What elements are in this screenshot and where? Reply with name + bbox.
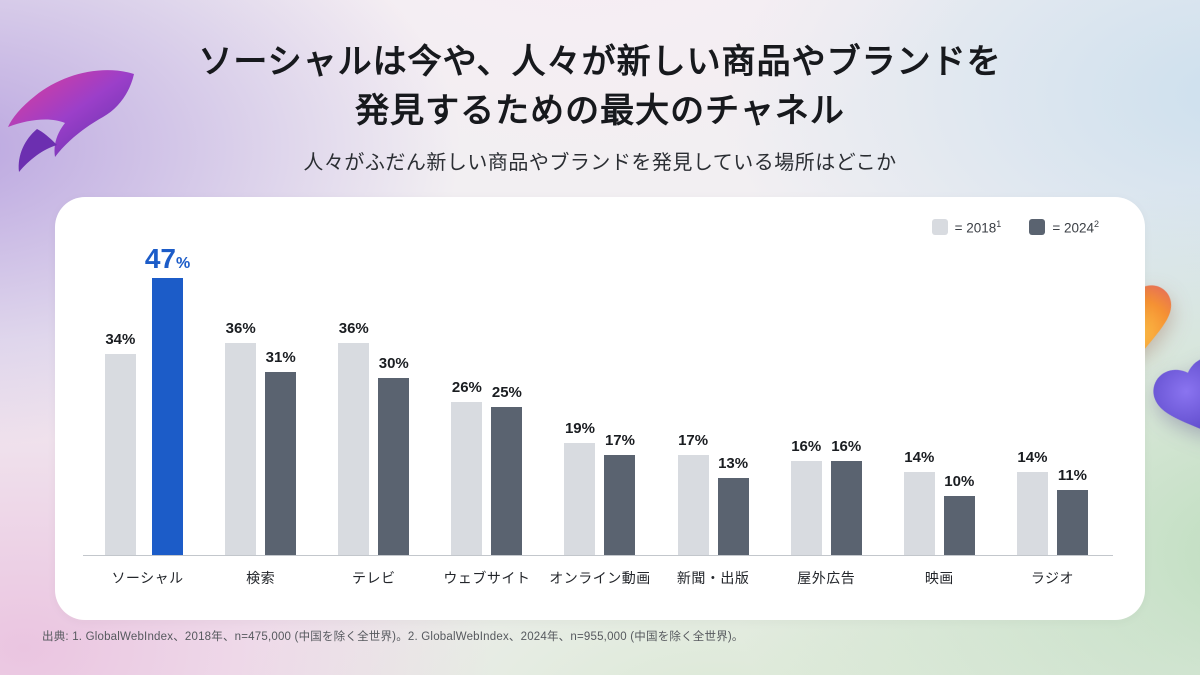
heart-icon: [1153, 357, 1200, 433]
bar-value-2024: 17%: [604, 432, 635, 449]
bar-value-2024: 13%: [718, 455, 749, 472]
bar-2018: [790, 461, 822, 555]
category-label-4: ウェブサイト: [443, 570, 531, 586]
bar-2024: [378, 378, 410, 555]
bar-value-2018: 16%: [791, 438, 822, 455]
bar-group-3: 36% 30%: [317, 320, 430, 555]
bar-2024: [152, 278, 184, 555]
bar-2024: [604, 455, 636, 555]
bar-2018: [451, 402, 483, 555]
bar-group-7: 16% 16%: [770, 438, 883, 555]
page-subtitle: 人々がふだん新しい商品やブランドを発見している場所はどこか: [303, 151, 897, 174]
bar-value-2018: 36%: [338, 320, 369, 337]
bar-group-8: 14% 10%: [883, 449, 996, 555]
category-label-8: 映画: [924, 570, 954, 586]
bar-2018: [564, 443, 596, 555]
bar-value-2018: 36%: [225, 320, 256, 337]
bar-group-4: 26% 25%: [430, 379, 543, 555]
bar-2018: [104, 354, 136, 555]
bar-2024: [491, 407, 523, 555]
category-label-9: ラジオ: [1030, 570, 1075, 586]
bar-2024: [943, 496, 975, 555]
page-title: ソーシャルは今や、人々が新しい商品やブランドを 発見するための最大のチャネル: [0, 38, 1200, 137]
chart-card: = 20181 = 20242 34% 47% 36% 31% 36% 30% 26% 25%…: [55, 197, 1145, 620]
bar-group-9: 14% 11%: [996, 449, 1109, 555]
bar-2018: [677, 455, 709, 555]
legend-label-2024: = 20242: [1052, 219, 1099, 236]
category-label-7: 屋外広告: [797, 570, 856, 586]
page-title-line1: ソーシャルは今や、人々が新しい商品やブランドを: [198, 43, 1002, 81]
bar-group-2: 36% 31%: [204, 320, 317, 555]
bar-value-2024: 10%: [944, 473, 975, 490]
legend-label-2018: = 20181: [954, 219, 1002, 236]
bar-value-2018: 14%: [904, 449, 935, 466]
category-label-1: ソーシャル: [111, 570, 184, 586]
bar-2018: [903, 472, 935, 555]
bar-2018: [225, 343, 257, 555]
bar-value-2024: 47%: [144, 243, 191, 274]
page-title-line2: 発見するための最大のチャネル: [355, 92, 845, 131]
bar-value-2024: 30%: [378, 355, 409, 372]
category-label-2: 検索: [246, 570, 276, 586]
bar-group-6: 17% 13%: [657, 432, 770, 555]
bar-groups: 34% 47% 36% 31% 36% 30% 26% 25% 19% 17% 17% 13% 16% 1…: [91, 245, 1109, 555]
bar-value-2024: 16%: [831, 438, 862, 455]
bar-2024: [830, 461, 862, 555]
legend-item-2024: = 20242: [1029, 219, 1099, 236]
bar-2024: [1056, 490, 1088, 555]
bar-value-2018: 17%: [678, 432, 709, 449]
source-footnote: 出典: 1. GlobalWebIndex、2018年、n=475,000 (中…: [42, 631, 744, 643]
bar-value-2024: 11%: [1057, 467, 1088, 484]
chart-legend: = 20181 = 20242: [931, 219, 1099, 236]
category-labels: ソーシャル 検索 テレビ ウェブサイト オンライン動画 新聞・出版 屋外広告 映画 ラジオ: [91, 568, 1109, 588]
bar-value-2018: 34%: [105, 331, 136, 348]
legend-swatch-2018: [931, 219, 948, 236]
bar-2018: [1016, 472, 1048, 555]
bar-value-2024: 31%: [265, 349, 296, 366]
bar-value-2018: 14%: [1017, 449, 1048, 466]
bar-value-2018: 26%: [451, 379, 482, 396]
bar-group-5: 19% 17%: [543, 420, 656, 555]
category-label-6: 新聞・出版: [676, 570, 750, 586]
bar-2024: [717, 478, 749, 555]
category-label-3: テレビ: [352, 570, 396, 586]
category-label-5: オンライン動画: [549, 570, 651, 586]
x-axis-line: [83, 555, 1113, 556]
bar-2024: [265, 372, 297, 555]
bar-value-2024: 25%: [491, 384, 522, 401]
bar-2018: [338, 343, 370, 555]
legend-item-2018: = 20181: [931, 219, 1002, 236]
bar-value-2018: 19%: [564, 420, 595, 437]
header: ソーシャルは今や、人々が新しい商品やブランドを 発見するための最大のチャネル 人…: [0, 38, 1200, 175]
bar-chart: 34% 47% 36% 31% 36% 30% 26% 25% 19% 17% 17% 13% 16% 1…: [83, 245, 1113, 588]
bar-group-1: 34% 47%: [91, 245, 204, 555]
legend-swatch-2024: [1029, 219, 1046, 236]
